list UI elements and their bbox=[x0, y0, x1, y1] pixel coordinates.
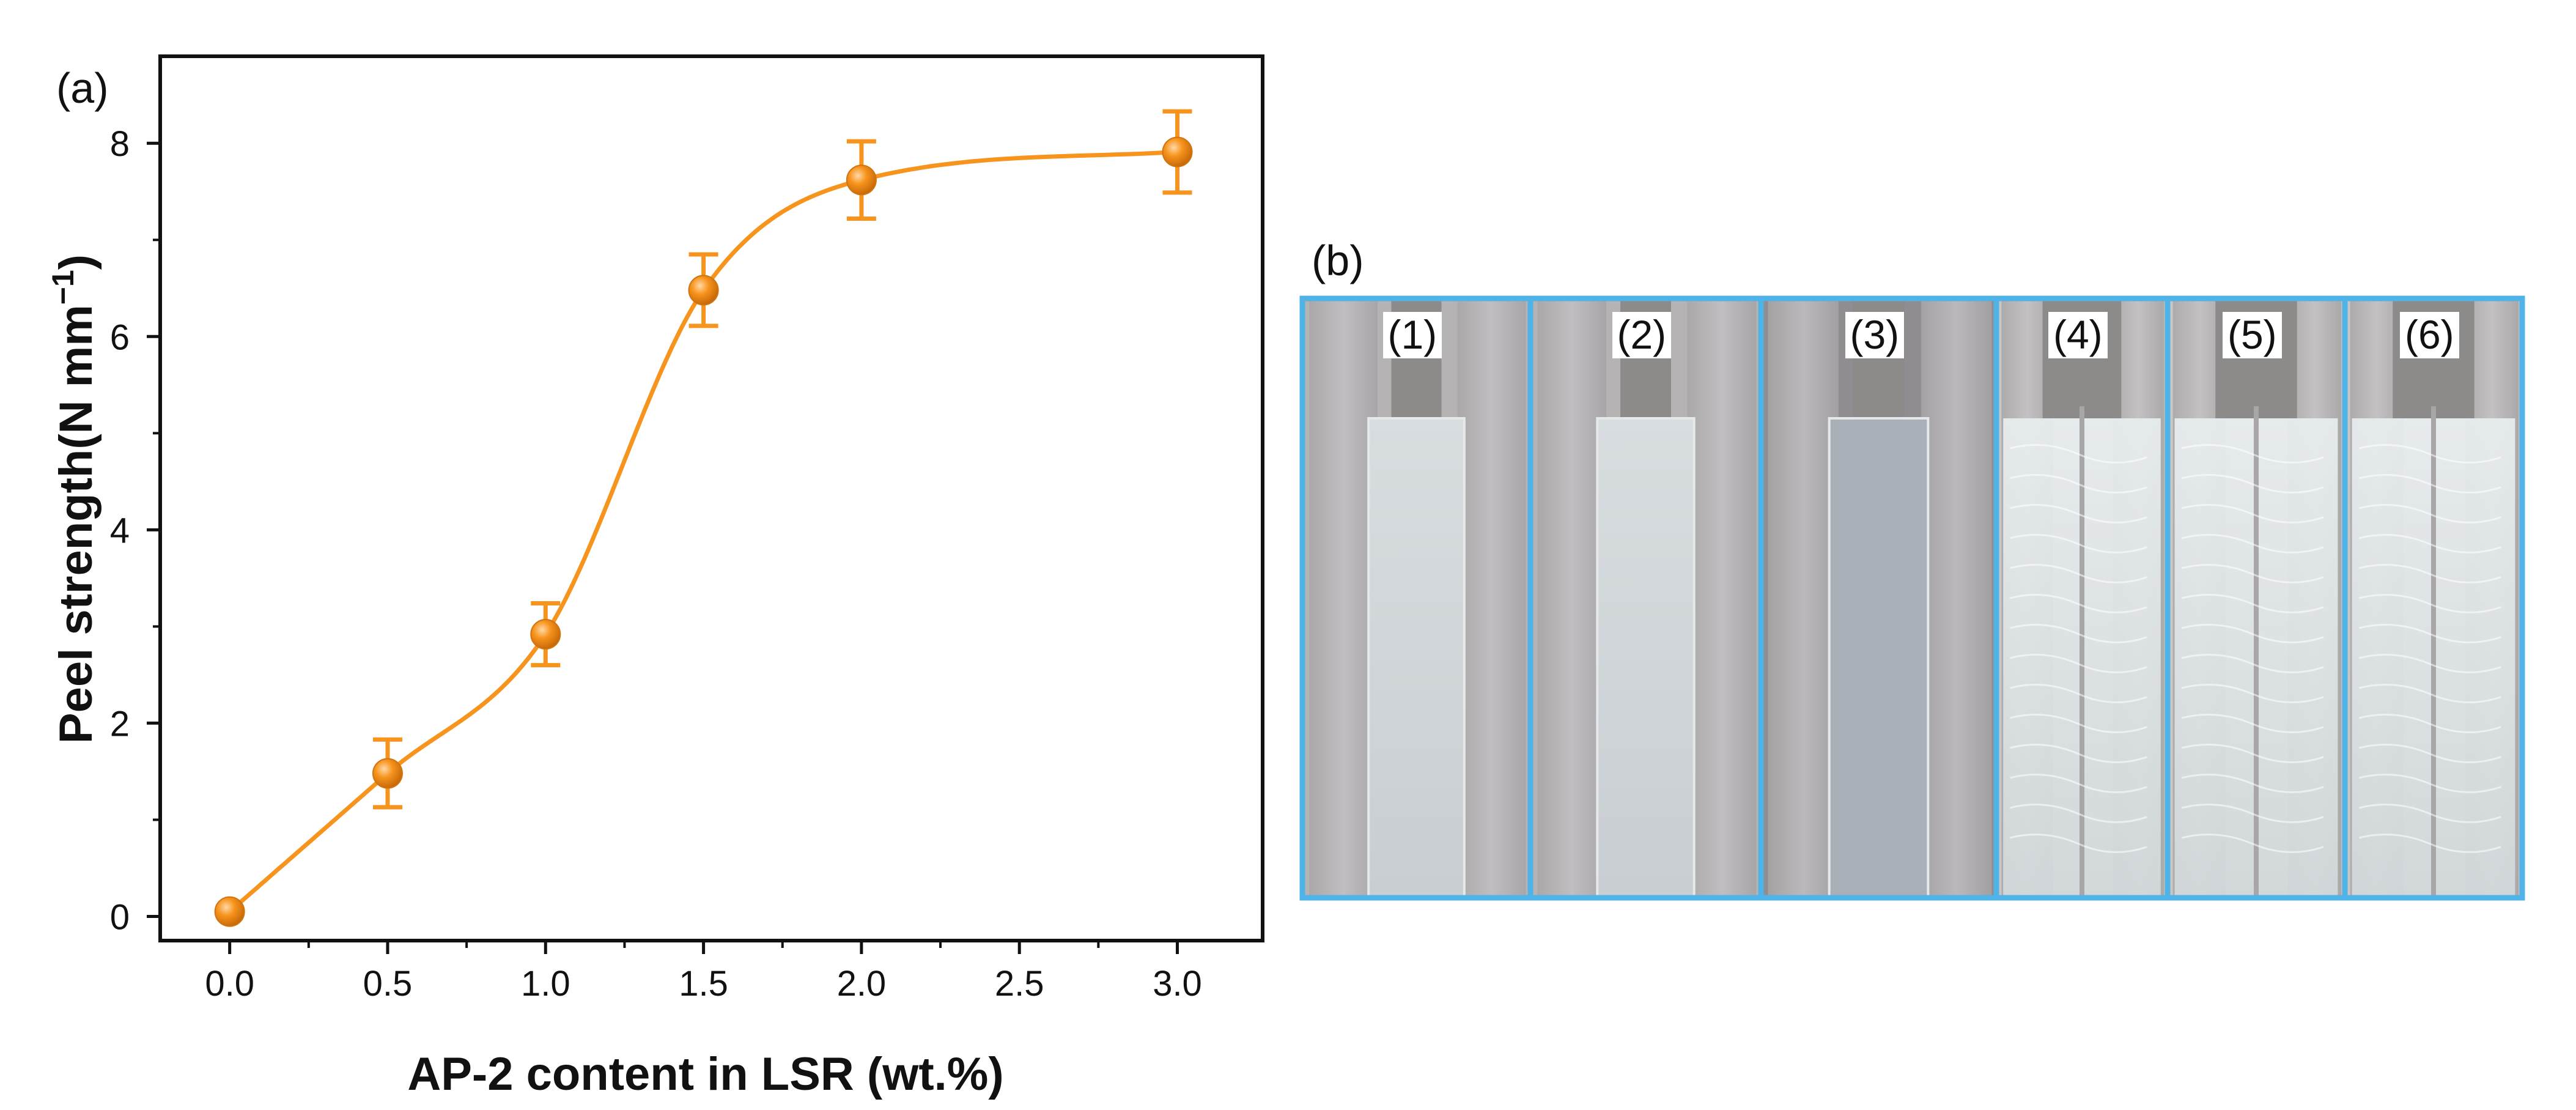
photo-panel bbox=[1993, 295, 2171, 901]
x-tick-label: 0.5 bbox=[363, 964, 413, 1004]
photo-panel bbox=[1299, 295, 1533, 901]
chart-ticks bbox=[147, 141, 1179, 954]
x-tick-label: 0.0 bbox=[205, 964, 254, 1004]
texture-streak bbox=[2358, 683, 2501, 703]
y-axis-label-tail: ) bbox=[50, 254, 102, 270]
texture-streak bbox=[2181, 443, 2324, 464]
silicone-strip bbox=[1828, 417, 1930, 899]
plot-frame bbox=[158, 54, 1264, 942]
texture-streak bbox=[2358, 563, 2501, 583]
texture-streak bbox=[2010, 443, 2147, 464]
texture-streak bbox=[2181, 713, 2324, 733]
y-axis-label-superscript: −1 bbox=[46, 270, 80, 305]
silicone-strip bbox=[1596, 417, 1696, 899]
texture-streak bbox=[2181, 803, 2324, 823]
panel-b-label: (b) bbox=[1312, 237, 1364, 284]
texture-streak bbox=[2181, 473, 2324, 494]
photo-label: (5) bbox=[2223, 312, 2282, 358]
y-tick-label: 4 bbox=[110, 511, 130, 550]
photo-label: (3) bbox=[1845, 312, 1905, 358]
x-tick-label: 3.0 bbox=[1153, 964, 1202, 1004]
texture-streak bbox=[2358, 743, 2501, 763]
y-tick-label: 0 bbox=[110, 897, 130, 937]
texture-streak bbox=[2010, 593, 2147, 613]
texture-streak bbox=[2010, 773, 2147, 793]
photo-panel bbox=[1758, 295, 1999, 901]
texture-streak bbox=[2358, 593, 2501, 613]
substrate-left bbox=[1309, 298, 1378, 898]
texture-streak bbox=[2010, 503, 2147, 524]
photo-strip bbox=[1299, 295, 2525, 901]
texture-streak bbox=[2181, 773, 2324, 793]
texture-streak bbox=[2358, 653, 2501, 673]
data-point bbox=[688, 275, 719, 306]
texture-streak bbox=[2358, 713, 2501, 733]
photo-label: (1) bbox=[1382, 312, 1442, 358]
texture-streak bbox=[2181, 563, 2324, 583]
x-axis-label: AP-2 content in LSR (wt.%) bbox=[407, 1048, 1003, 1100]
texture-streak bbox=[2181, 623, 2324, 643]
data-point bbox=[214, 896, 245, 927]
substrate-left bbox=[1537, 298, 1607, 898]
texture-streak bbox=[2010, 533, 2147, 553]
substrate-right bbox=[1687, 298, 1757, 898]
texture-streak bbox=[2010, 743, 2147, 763]
texture-streak bbox=[2358, 503, 2501, 524]
texture-streak bbox=[2181, 683, 2324, 703]
texture-streak bbox=[2010, 713, 2147, 733]
chart-axes bbox=[158, 54, 1264, 942]
x-tick-label: 1.0 bbox=[521, 964, 570, 1004]
photo-panel bbox=[2165, 295, 2348, 901]
texture-streak bbox=[2358, 533, 2501, 553]
substrate-right bbox=[1921, 298, 1992, 898]
photo-panel bbox=[2342, 295, 2525, 901]
y-tick-label: 2 bbox=[110, 704, 130, 744]
photo-panel bbox=[1527, 295, 1764, 901]
y-axis-label-main: Peel strength(N mm bbox=[50, 305, 102, 744]
texture-streak bbox=[2181, 593, 2324, 613]
texture-streak bbox=[2181, 743, 2324, 763]
data-point bbox=[846, 165, 877, 196]
texture-streak bbox=[2010, 803, 2147, 823]
photo-label: (2) bbox=[1612, 312, 1672, 358]
substrate-right bbox=[1457, 298, 1526, 898]
y-axis-label: Peel strength(N mm−1) bbox=[46, 254, 102, 744]
texture-streak bbox=[2010, 683, 2147, 703]
y-tick-label: 8 bbox=[110, 124, 130, 164]
texture-streak bbox=[2358, 473, 2501, 494]
x-tick-label: 1.5 bbox=[679, 964, 728, 1004]
texture-streak bbox=[2010, 473, 2147, 494]
texture-streak bbox=[2181, 833, 2324, 853]
texture-streak bbox=[2010, 563, 2147, 583]
chart-tick-labels: 0.0 0.5 1.0 1.5 2.0 2.5 3.0 0 2 4 6 8 bbox=[110, 124, 1202, 1004]
texture-streak bbox=[2358, 443, 2501, 464]
data-point bbox=[372, 758, 403, 789]
series-line bbox=[228, 150, 1178, 914]
texture-streak bbox=[2010, 653, 2147, 673]
x-tick-label: 2.0 bbox=[837, 964, 887, 1004]
texture-streak bbox=[2181, 503, 2324, 524]
texture-streak bbox=[2181, 533, 2324, 553]
texture-streak bbox=[2010, 833, 2147, 853]
texture-streak bbox=[2181, 653, 2324, 673]
silicone-strip bbox=[1367, 417, 1466, 899]
panel-a-label: (a) bbox=[56, 64, 109, 112]
data-point bbox=[1162, 136, 1193, 168]
data-point bbox=[530, 619, 561, 650]
photo-label: (6) bbox=[2400, 312, 2459, 358]
photo-border bbox=[2342, 295, 2525, 901]
chart-series bbox=[214, 109, 1193, 927]
texture-streak bbox=[2010, 623, 2147, 643]
y-tick-label: 6 bbox=[110, 317, 130, 357]
texture-streak bbox=[2358, 803, 2501, 823]
substrate-left bbox=[1768, 298, 1839, 898]
texture-streak bbox=[2358, 623, 2501, 643]
texture-streak bbox=[2358, 773, 2501, 793]
photo-label: (4) bbox=[2048, 312, 2108, 358]
texture-streak bbox=[2358, 833, 2501, 853]
x-tick-label: 2.5 bbox=[995, 964, 1044, 1004]
